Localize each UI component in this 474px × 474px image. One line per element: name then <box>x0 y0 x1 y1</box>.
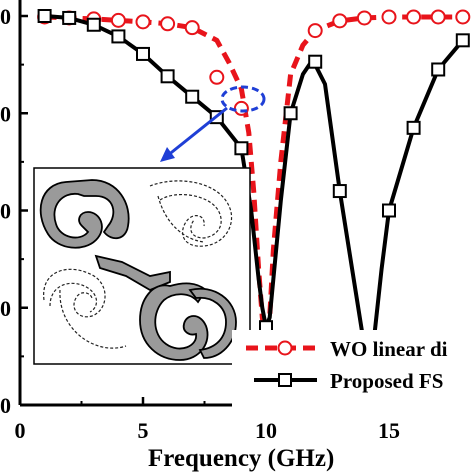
legend-marker-series-1 <box>277 340 293 356</box>
x-axis-title: Frequency (GHz) <box>148 445 334 472</box>
series-1-point-14 <box>381 9 397 25</box>
highlight-ellipse <box>220 85 266 113</box>
legend-box <box>232 330 474 414</box>
series-1-point-4 <box>110 12 126 28</box>
legend: WO linear di Proposed FS <box>232 330 474 414</box>
series-2-point-13 <box>332 184 347 199</box>
inset-solid-pattern <box>39 179 237 361</box>
series-2-point-2 <box>62 10 77 25</box>
series-2-point-9 <box>234 141 249 156</box>
inset-fss-unit-cell <box>33 167 251 365</box>
series-2-point-6 <box>160 69 175 84</box>
series-2-point-15 <box>382 203 396 218</box>
series-1-point-12 <box>332 13 348 29</box>
legend-label-series-1: WO linear di <box>330 337 448 361</box>
series-1-point-17 <box>455 9 471 25</box>
series-1-point-11 <box>307 23 323 39</box>
y-tick-label-4: 0 <box>0 296 11 321</box>
series-1-point-9 <box>233 100 249 116</box>
annotation-arrow-line <box>166 106 228 158</box>
y-tick-label-3: 0 <box>0 199 11 224</box>
y-tick-label-5: 0 <box>0 393 11 418</box>
series-1-point-8 <box>209 69 225 85</box>
annotation-arrowhead <box>160 147 175 162</box>
series-2-point-16 <box>406 120 421 135</box>
series-2-point-7 <box>185 89 200 104</box>
series-2-point-11 <box>283 106 298 121</box>
series-2-point-4 <box>111 29 126 44</box>
legend-marker-series-2 <box>278 373 292 387</box>
series-2-point-5 <box>136 46 150 61</box>
x-tick-label-1: 0 <box>15 418 26 443</box>
y-tick-label-2: 0 <box>0 101 11 126</box>
series-2-point-18 <box>455 33 470 48</box>
series-layer <box>37 9 471 359</box>
series-1-point-6 <box>160 16 176 32</box>
series-2-point-3 <box>86 17 101 32</box>
series-1-point-15 <box>406 9 422 25</box>
series-1-point-16 <box>430 9 446 25</box>
series-1-point-5 <box>135 14 151 30</box>
series-2-point-12 <box>308 54 323 69</box>
series-2-point-17 <box>431 62 446 77</box>
x-tick-label-3: 10 <box>255 418 277 443</box>
annotation <box>160 85 266 162</box>
series-2-point-1 <box>37 9 52 23</box>
series-1-point-7 <box>184 20 200 36</box>
y-tick-label-1: 0 <box>0 4 11 29</box>
legend-label-series-2: Proposed FS <box>330 369 443 393</box>
x-tick-label-2: 5 <box>138 418 149 443</box>
inset-dashed-pattern <box>43 180 233 349</box>
x-tick-label-4: 15 <box>378 418 400 443</box>
series-1-point-13 <box>356 10 372 26</box>
